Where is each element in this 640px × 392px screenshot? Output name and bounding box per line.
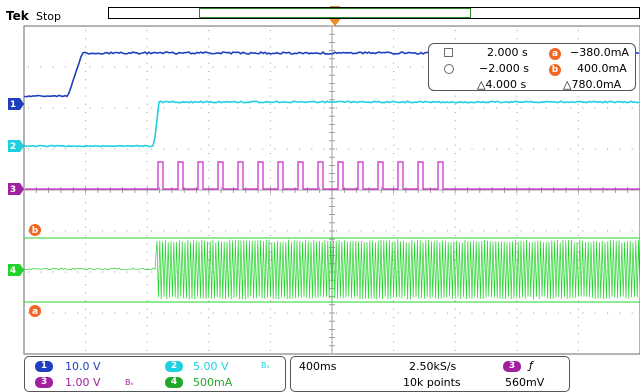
brand-logo: Tek bbox=[6, 9, 29, 23]
ch1-badge[interactable]: 1 bbox=[35, 361, 53, 372]
ch2-marker-label: 2 bbox=[10, 142, 16, 152]
cursor1-time: 2.000 s bbox=[487, 46, 528, 59]
cursor-time-delta: △4.000 s bbox=[477, 78, 526, 91]
ch2-scale[interactable]: 5.00 V bbox=[193, 360, 229, 373]
cursor-value-delta: △780.0mA bbox=[563, 78, 621, 91]
trigger-source-badge[interactable]: 3 bbox=[503, 361, 521, 372]
ch4-marker[interactable]: 4 bbox=[8, 264, 24, 276]
cursor-b-marker-label: b bbox=[32, 226, 39, 236]
ch3-scale[interactable]: 1.00 V bbox=[65, 376, 101, 389]
ch2-badge[interactable]: 2 bbox=[165, 361, 183, 372]
cursor2-time: −2.000 s bbox=[479, 62, 529, 75]
cursor-b-value: 400.0mA bbox=[577, 62, 627, 75]
bottom-settings-bar: 1 10.0 V 2 5.00 V Bᵥ 3 1.00 V Bᵥ 4 500mA… bbox=[24, 356, 640, 392]
trigger-level[interactable]: 560mV bbox=[505, 376, 544, 389]
ch1-marker-label: 1 bbox=[10, 100, 16, 110]
sample-rate: 2.50kS/s bbox=[409, 360, 456, 373]
cursor-a-marker-label: a bbox=[32, 307, 38, 317]
cursor-a-value: −380.0mA bbox=[570, 46, 629, 59]
timebase-scale[interactable]: 400ms bbox=[299, 360, 336, 373]
square-icon bbox=[444, 48, 453, 57]
ch2-bandwidth-limit: Bᵥ bbox=[261, 361, 270, 370]
record-view-window[interactable] bbox=[199, 8, 471, 18]
top-status-bar: Tek Stop bbox=[0, 0, 640, 26]
trigger-slope-icon[interactable]: ƒ bbox=[529, 359, 533, 372]
cursor-readout-panel: 2.000 s −2.000 s △4.000 s a b −380.0mA 4… bbox=[428, 43, 636, 91]
cursor-b-marker[interactable]: b bbox=[29, 224, 41, 236]
cursor-a-marker[interactable]: a bbox=[29, 305, 41, 317]
ch3-badge[interactable]: 3 bbox=[35, 377, 53, 388]
ch3-bandwidth-limit: Bᵥ bbox=[125, 378, 134, 387]
ch4-scale[interactable]: 500mA bbox=[193, 376, 232, 389]
channel-settings-panel: 1 10.0 V 2 5.00 V Bᵥ 3 1.00 V Bᵥ 4 500mA bbox=[24, 356, 286, 392]
ch4-marker-label: 4 bbox=[10, 266, 16, 276]
ch1-marker[interactable]: 1 bbox=[8, 98, 24, 110]
acquisition-state: Stop bbox=[36, 10, 61, 23]
record-length: 10k points bbox=[403, 376, 461, 389]
ch1-scale[interactable]: 10.0 V bbox=[65, 360, 101, 373]
cursor-b-badge: b bbox=[549, 64, 561, 76]
ch4-badge[interactable]: 4 bbox=[165, 377, 183, 388]
timebase-panel[interactable]: 400ms 2.50kS/s 10k points 3 ƒ 560mV bbox=[290, 356, 570, 392]
ch3-marker-label: 3 bbox=[10, 185, 16, 195]
circle-icon bbox=[444, 64, 454, 74]
ch3-marker[interactable]: 3 bbox=[8, 183, 24, 195]
cursor-a-badge: a bbox=[549, 48, 561, 60]
ch2-marker[interactable]: 2 bbox=[8, 140, 24, 152]
